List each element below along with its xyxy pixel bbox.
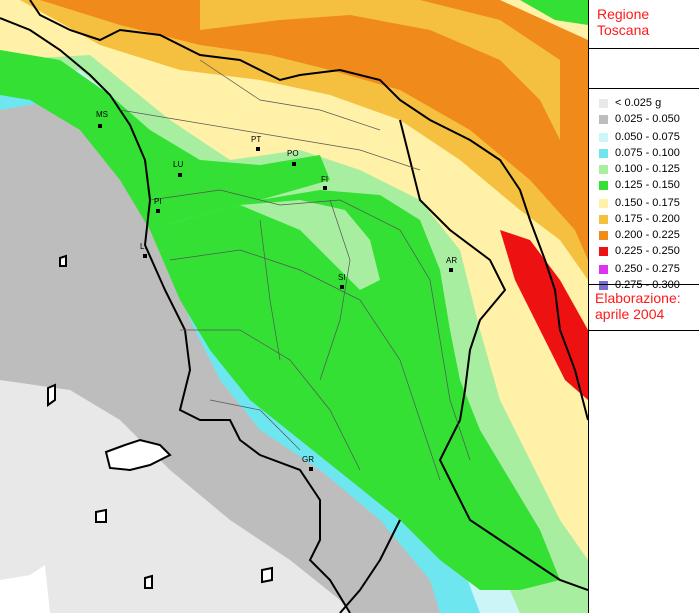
elaboration-line2: aprile 2004 (595, 306, 665, 322)
regional-border-north (29, 0, 588, 421)
legend-row: 0.250 - 0.275 (589, 262, 699, 278)
island-elba (104, 438, 172, 472)
legend-row: 0.025 - 0.050 (589, 112, 699, 128)
toscana-hazard-map: MS LU PT PO FI PI LI AR SI GR (0, 0, 588, 613)
city-marker-li (143, 254, 147, 258)
legend-row: 0.050 - 0.075 (589, 130, 699, 146)
divider-bottom (589, 330, 699, 331)
map-svg: MS LU PT PO FI PI LI AR SI GR (0, 0, 588, 613)
divider-top (589, 48, 699, 49)
island-capraia (59, 254, 67, 267)
city-marker-lu (178, 173, 182, 177)
island-giglio (261, 566, 273, 584)
legend-label: 0.275 - 0.300 (615, 279, 680, 291)
island-gorgona (47, 383, 56, 407)
legend-swatch (599, 215, 608, 224)
corsica-edge (0, 565, 50, 613)
legend-panel: Regione Toscana < 0.025 g 0.025 - 0.050 … (588, 0, 699, 613)
regional-border-south (339, 519, 401, 613)
legend-label: 0.175 - 0.200 (615, 213, 680, 225)
legend-row: 0.150 - 0.175 (589, 196, 699, 212)
city-label-ar: AR (446, 256, 457, 265)
panel-title: Regione Toscana (597, 6, 649, 38)
city-label-pt: PT (251, 135, 261, 144)
city-marker-ms (98, 124, 102, 128)
city-label-ms: MS (96, 110, 108, 119)
legend-row: 0.275 - 0.300 (589, 278, 699, 294)
legend-swatch (599, 181, 608, 190)
city-markers: MS LU PT PO FI PI LI AR SI GR (96, 110, 457, 471)
panel-title-line2: Toscana (597, 22, 650, 38)
legend-swatch (599, 99, 608, 108)
legend-label: 0.025 - 0.050 (615, 113, 680, 125)
sea-far-band (0, 380, 350, 613)
city-label-gr: GR (302, 455, 314, 464)
city-label-fi: FI (321, 175, 328, 184)
city-marker-pt (256, 147, 260, 151)
city-marker-ar (449, 268, 453, 272)
band-225-250 (500, 230, 588, 400)
island-montecristo (144, 574, 153, 589)
legend-row: 0.125 - 0.150 (589, 178, 699, 194)
divider-upper (589, 88, 699, 89)
legend-swatch (599, 133, 608, 142)
legend-label: 0.150 - 0.175 (615, 197, 680, 209)
band-200-225 (40, 0, 588, 260)
legend-label: 0.100 - 0.125 (615, 163, 680, 175)
band-125-150-north (520, 0, 588, 25)
legend-swatch (599, 231, 608, 240)
city-marker-pi (156, 209, 160, 213)
city-marker-fi (323, 186, 327, 190)
city-label-pi: PI (154, 197, 162, 206)
elaboration-line1: Elaborazione: (595, 290, 681, 306)
panel-title-line1: Regione (597, 6, 650, 22)
legend-row: 0.100 - 0.125 (589, 162, 699, 178)
elaboration-note: Elaborazione: aprile 2004 (595, 290, 699, 322)
band-175-200-north (200, 0, 560, 140)
legend-row: < 0.025 g (589, 96, 699, 112)
city-label-si: SI (338, 273, 346, 282)
legend-swatch (599, 265, 608, 274)
island-pianosa (95, 508, 107, 523)
legend-swatch (599, 281, 608, 290)
city-label-po: PO (287, 149, 299, 158)
legend-row: 0.175 - 0.200 (589, 212, 699, 228)
legend-swatch (599, 115, 608, 124)
band-100-125-inner (240, 200, 380, 290)
legend-swatch (599, 199, 608, 208)
legend-swatch (599, 247, 608, 256)
legend-row: 0.075 - 0.100 (589, 146, 699, 162)
city-marker-gr (309, 467, 313, 471)
legend-row: 0.200 - 0.225 (589, 228, 699, 244)
legend-label: 0.050 - 0.075 (615, 131, 680, 143)
city-label-lu: LU (173, 160, 183, 169)
coastline (0, 17, 351, 613)
legend-label: 0.200 - 0.225 (615, 229, 680, 241)
band-125-150-north-strip (0, 50, 330, 230)
divider-mid (589, 284, 699, 285)
municipal-boundaries (119, 59, 471, 481)
city-marker-si (340, 285, 344, 289)
legend-label: 0.250 - 0.275 (615, 263, 680, 275)
legend-label: 0.125 - 0.150 (615, 179, 680, 191)
legend-label: 0.075 - 0.100 (615, 147, 680, 159)
legend-swatch (599, 165, 608, 174)
legend-swatch (599, 149, 608, 158)
band-125-150 (150, 190, 560, 590)
legend-label: 0.225 - 0.250 (615, 245, 680, 257)
city-label-li: LI (140, 242, 147, 251)
legend-row: 0.225 - 0.250 (589, 244, 699, 260)
regional-border-east (399, 119, 588, 591)
city-marker-po (292, 162, 296, 166)
band-150-175-north (330, 0, 588, 40)
legend-label: < 0.025 g (615, 97, 662, 109)
